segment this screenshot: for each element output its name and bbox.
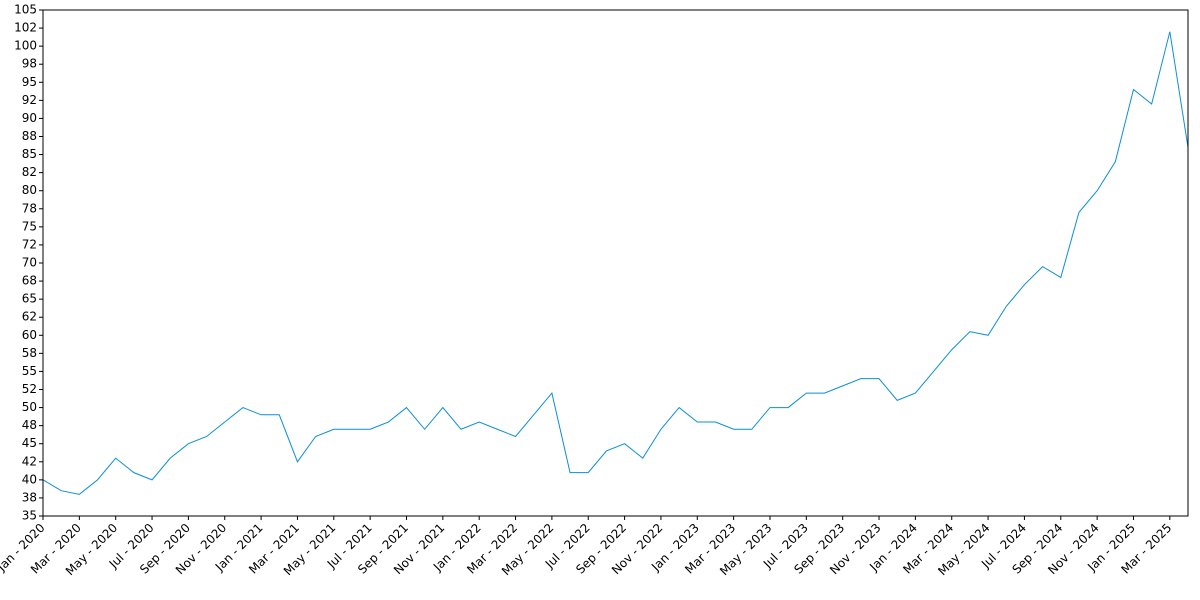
y-tick-label: 88 [22, 129, 37, 143]
y-tick-label: 70 [22, 256, 37, 270]
y-tick-label: 100 [14, 39, 37, 53]
y-tick-label: 65 [22, 292, 37, 306]
y-tick-label: 82 [22, 165, 37, 179]
y-tick-label: 52 [22, 382, 37, 396]
y-tick-label: 50 [22, 400, 37, 414]
y-tick-label: 90 [22, 111, 37, 125]
y-tick-label: 35 [22, 509, 37, 523]
y-tick-label: 68 [22, 274, 37, 288]
y-tick-label: 105 [14, 3, 37, 17]
plot-frame [42, 9, 1189, 517]
y-tick-label: 58 [22, 346, 37, 360]
y-tick-label: 78 [22, 201, 37, 215]
y-tick-label: 42 [22, 454, 37, 468]
y-tick-label: 45 [22, 436, 37, 450]
y-tick-label: 48 [22, 418, 37, 432]
price-line [42, 31, 1189, 495]
y-tick-label: 75 [22, 219, 37, 233]
y-tick-label: 60 [22, 328, 37, 342]
y-tick-label: 40 [22, 472, 37, 486]
y-tick-label: 85 [22, 147, 37, 161]
y-tick-label: 38 [22, 490, 37, 504]
y-tick-label: 98 [22, 57, 37, 71]
y-tick-label: 62 [22, 310, 37, 324]
y-tick-label: 92 [22, 93, 37, 107]
y-tick-label: 72 [22, 237, 37, 251]
y-tick-label: 80 [22, 183, 37, 197]
y-tick-label: 95 [22, 75, 37, 89]
y-tick-label: 55 [22, 364, 37, 378]
y-tick-label: 102 [14, 21, 37, 35]
